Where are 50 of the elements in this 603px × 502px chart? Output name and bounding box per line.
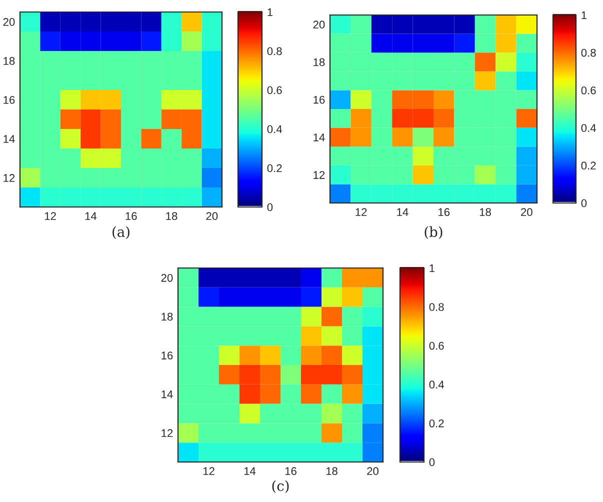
color-bar-label: 0 [429, 458, 435, 466]
color-bar-label: 0.8 [267, 47, 282, 56]
y-tick-label: 16 [314, 96, 325, 104]
y-tick-label: 16 [4, 96, 15, 104]
color-bar-label: 0.4 [429, 380, 444, 389]
y-tick-label: 16 [162, 352, 173, 360]
y-tick-label: 14 [314, 134, 325, 142]
color-bar-label: 0.8 [581, 48, 596, 57]
y-tick-label: 18 [4, 57, 15, 65]
x-tick-label: 20 [367, 467, 378, 476]
color-bar-label: 0 [267, 203, 273, 212]
color-bar-label: 1 [430, 264, 434, 272]
x-tick-label: 14 [85, 212, 97, 220]
x-tick-label: 12 [44, 212, 56, 220]
y-tick-label: 14 [162, 390, 173, 398]
y-tick-label: 14 [4, 135, 15, 143]
color-bar-label: 1 [268, 8, 272, 16]
x-tick-label: 18 [480, 208, 491, 216]
x-tick-label: 18 [326, 467, 338, 476]
y-tick-label: 18 [162, 312, 173, 321]
color-bar-label: 0.2 [267, 164, 282, 172]
x-tick-label: 12 [203, 467, 214, 475]
y-tick-label: 20 [313, 20, 325, 29]
y-tick-label: 18 [314, 58, 325, 66]
color-bar-label: 0.8 [429, 303, 444, 311]
color-bar-label: 0.2 [429, 419, 444, 428]
color-bar-label: 0.6 [429, 342, 444, 350]
y-tick-label: 20 [3, 18, 15, 26]
y-tick-label: 12 [314, 171, 325, 179]
color-bar-label: 0.6 [267, 86, 282, 94]
x-tick-label: 14 [397, 208, 408, 216]
y-tick-label: 12 [4, 174, 15, 182]
x-tick-label: 14 [244, 467, 256, 475]
x-tick-label: 12 [356, 208, 367, 216]
x-tick-label: 20 [206, 212, 218, 220]
text: (c) [272, 480, 289, 493]
y-tick-label: 20 [161, 274, 173, 282]
color-bar-label: 1 [582, 11, 586, 20]
y-tick-label: 12 [162, 429, 173, 437]
x-tick-label: 20 [521, 208, 532, 216]
x-tick-label: 16 [285, 467, 296, 476]
text: (a) [112, 226, 130, 239]
text: (b) [424, 226, 442, 239]
color-bar-label: 0 [581, 199, 587, 208]
color-bar-label: 0.4 [581, 124, 596, 132]
color-bar-label: 0.2 [581, 162, 596, 170]
color-bar-label: 0.4 [267, 125, 282, 134]
x-tick-label: 16 [126, 212, 137, 220]
color-bar-label: 0.6 [581, 86, 596, 94]
x-tick-label: 16 [438, 208, 450, 216]
